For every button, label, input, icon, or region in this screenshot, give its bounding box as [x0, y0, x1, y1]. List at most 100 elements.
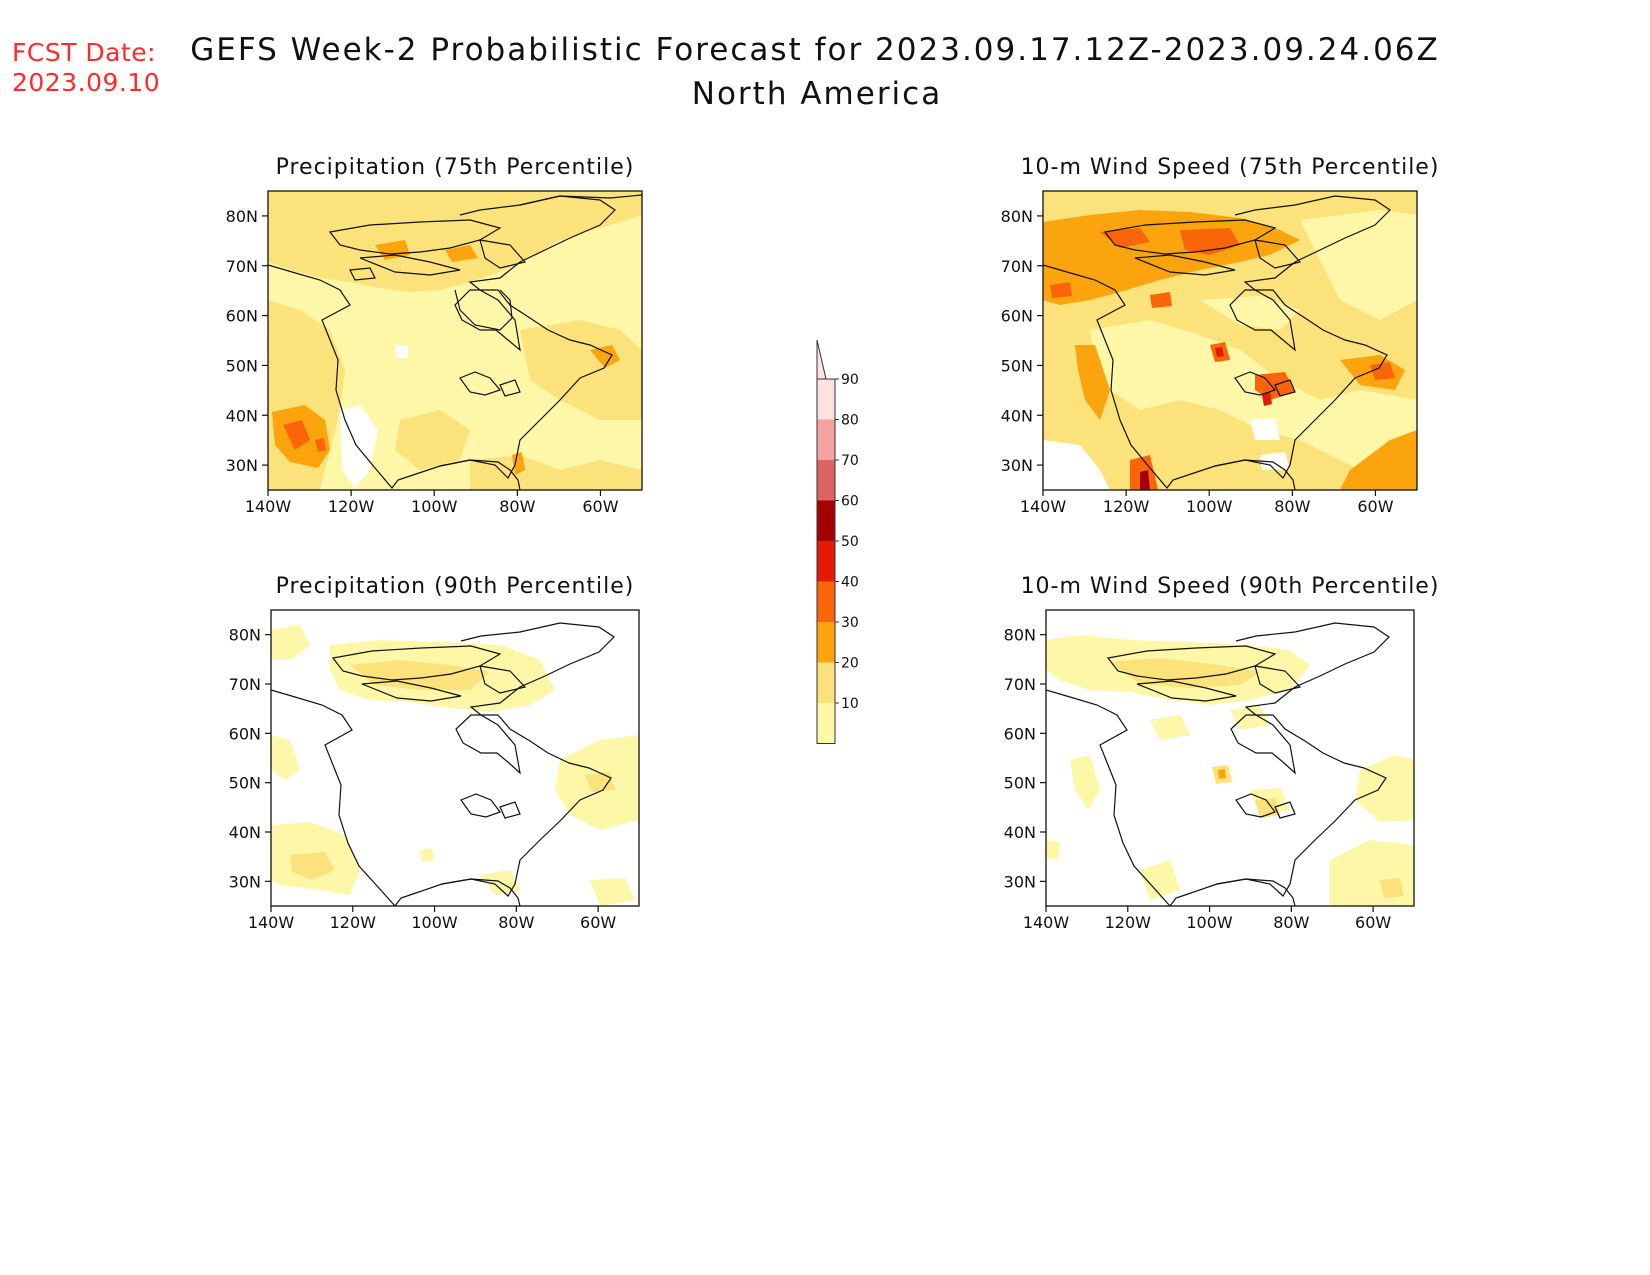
y-tick-label: 30N	[1001, 456, 1033, 475]
colorbar-label: 60	[841, 494, 859, 510]
shade-20-south	[470, 455, 642, 490]
coast-hudson-bay	[454, 289, 513, 331]
y-tick-label: 60N	[1004, 724, 1036, 743]
colorbar-box-40	[817, 581, 835, 622]
colorbar-box-20	[817, 662, 835, 703]
x-tick-label: 120W	[1105, 913, 1152, 932]
coast-gulf	[439, 459, 521, 490]
x-tick-label: 80W	[499, 497, 535, 516]
main-subtitle: North America	[691, 76, 943, 112]
shade-30-east	[590, 345, 620, 368]
colorbar-label: 40	[841, 575, 859, 591]
y-tick-label: 50N	[229, 774, 261, 793]
y-tick-label: 80N	[1004, 626, 1036, 645]
x-tick-label: 140W	[245, 497, 292, 516]
colorbar-label: 10	[841, 696, 859, 712]
shade-20-east	[520, 320, 642, 420]
shade-40-lakes	[1210, 342, 1395, 400]
y-tick-label: 50N	[1001, 356, 1033, 375]
shade-20-arctic	[1110, 658, 1260, 688]
y-tick-label: 70N	[226, 257, 258, 276]
x-tick-label: 80W	[498, 913, 534, 932]
colorbar: 90 80 70 60 50 40 30 20 10	[816, 339, 859, 744]
x-tick-label: 100W	[411, 913, 458, 932]
coastline-precip-75	[268, 194, 642, 490]
colorbar-label: 20	[841, 656, 859, 672]
panel-title-wind-90: 10-m Wind Speed (90th Percentile)	[1021, 574, 1440, 599]
y-tick-label: 80N	[226, 207, 258, 226]
shade-10-south	[420, 848, 635, 906]
y-tick-label: 50N	[226, 356, 258, 375]
y-tick-label: 60N	[1001, 307, 1033, 326]
y-tick-label: 40N	[1004, 823, 1036, 842]
map-panel-wind-90: 10-m Wind Speed (90th Percentile) 140W 12…	[1004, 574, 1440, 932]
axes-wind-90: 140W 120W 100W 80W 60W 30N 40N 50N 60N 70N 80N	[1004, 626, 1392, 932]
x-tick-label: 80W	[1274, 497, 1310, 516]
x-tick-label: 120W	[328, 497, 375, 516]
x-tick-label: 60W	[1357, 497, 1393, 516]
forecast-date-label: FCST Date:	[12, 38, 157, 67]
x-tick-label: 140W	[248, 913, 295, 932]
forecast-date-value: 2023.09.10	[12, 68, 161, 97]
shade-20-central	[395, 410, 470, 470]
colorbar-box-50	[817, 541, 835, 582]
colorbar-top-arrow	[816, 339, 827, 380]
shade-50-lakes	[1215, 347, 1272, 406]
shading-precip-90	[271, 610, 639, 906]
y-tick-label: 80N	[229, 626, 261, 645]
x-tick-label: 100W	[1186, 497, 1233, 516]
map-frame-wind-90	[1045, 609, 1415, 907]
coast-arctic-islands	[1103, 219, 1302, 276]
colorbar-box-10	[817, 703, 835, 744]
coastline-precip-90	[271, 622, 615, 906]
colorbar-box-70	[817, 460, 835, 501]
main-title: GEFS Week-2 Probabilistic Forecast for 2…	[190, 32, 1440, 68]
y-tick-label: 60N	[229, 724, 261, 743]
x-tick-label: 120W	[1103, 497, 1150, 516]
shade-10-patches	[1090, 210, 1417, 470]
y-tick-label: 40N	[226, 406, 258, 425]
colorbar-label: 50	[841, 534, 859, 550]
shade-10-east	[1330, 755, 1414, 906]
coast-arctic-islands	[328, 219, 527, 281]
colorbar-label: 70	[841, 453, 859, 469]
shade-white-gaps	[1043, 418, 1290, 490]
shading-wind-90	[1046, 610, 1414, 906]
coast-north-america	[1046, 622, 1390, 906]
colorbar-outline	[816, 378, 836, 744]
shade-30-east	[1340, 355, 1417, 490]
coastline-wind-75	[1043, 195, 1391, 490]
colorbar-label: 30	[841, 615, 859, 631]
y-tick-label: 50N	[1004, 774, 1036, 793]
coast-gulf	[1214, 459, 1296, 490]
coast-great-lakes	[460, 793, 521, 819]
coast-great-lakes	[1234, 371, 1296, 397]
shade-20-arctic	[268, 191, 642, 292]
y-tick-label: 60N	[226, 307, 258, 326]
panel-title-wind-75: 10-m Wind Speed (75th Percentile)	[1021, 155, 1440, 180]
coast-gulf	[1216, 878, 1296, 906]
x-tick-label: 100W	[411, 497, 458, 516]
shading-precip-75	[268, 191, 642, 490]
colorbar-box-30	[817, 622, 835, 663]
x-tick-label: 60W	[580, 913, 616, 932]
coast-great-lakes	[459, 371, 521, 397]
map-panel-precip-75: Precipitation (75th Percentile)	[226, 155, 643, 516]
x-tick-label: 140W	[1020, 497, 1067, 516]
coastline-wind-90	[1046, 622, 1390, 906]
x-tick-label: 120W	[330, 913, 377, 932]
y-tick-label: 30N	[229, 872, 261, 891]
axes-wind-75: 140W 120W 100W 80W 60W 30N 40N 50N 60N 70N 80N	[1001, 207, 1394, 516]
colorbar-label: 90	[841, 372, 859, 388]
panel-title-precip-90: Precipitation (90th Percentile)	[276, 574, 635, 599]
colorbar-label: 80	[841, 413, 859, 429]
colorbar-box-90	[817, 379, 835, 420]
map-panel-precip-90: Precipitation (90th Percentile) 140W 120W…	[229, 574, 640, 932]
y-tick-label: 30N	[1004, 872, 1036, 891]
shade-10-west	[1046, 755, 1100, 860]
colorbar-box-80	[817, 419, 835, 460]
panel-title-precip-75: Precipitation (75th Percentile)	[276, 155, 635, 180]
map-frame-precip-90	[270, 609, 640, 907]
shade-30-florida	[512, 452, 525, 475]
